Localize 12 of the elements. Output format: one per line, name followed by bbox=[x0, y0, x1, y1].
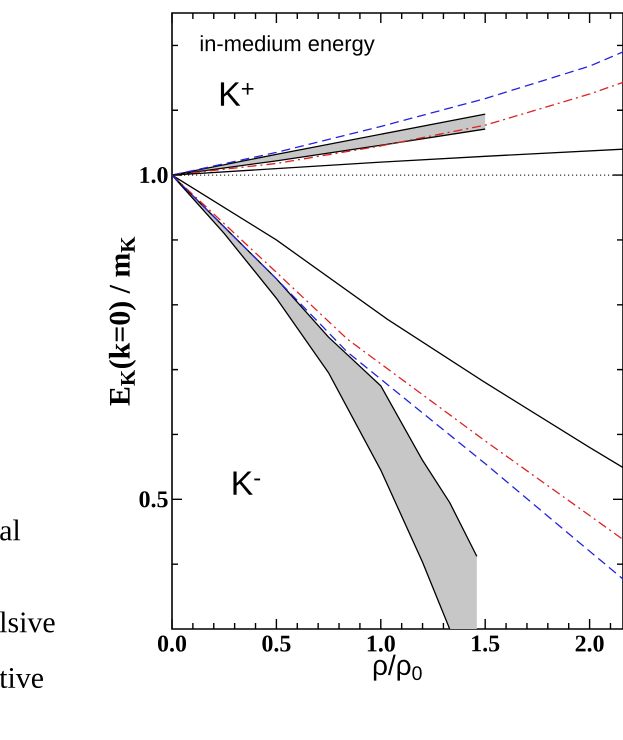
x-axis-title: ρ/ρ$_{0}$ bbox=[374, 654, 422, 681]
x-tick-label: 1.5 bbox=[472, 636, 500, 652]
x-tick-label: 0.0 bbox=[158, 636, 186, 652]
x-tick-label: 2.0 bbox=[576, 636, 604, 652]
annotation: K$^{+}$ bbox=[220, 82, 254, 106]
x-tick-label: 1.0 bbox=[368, 636, 395, 652]
text: al bbox=[0, 519, 20, 541]
x-tick-label: 0.5 bbox=[262, 636, 290, 652]
y-axis-title: E$_{K}$(k=0) / m$_{K}$ bbox=[108, 236, 136, 406]
annotation: in-medium energy bbox=[200, 35, 375, 56]
annotation: K$^{-}$ bbox=[233, 471, 260, 495]
text: lsive bbox=[0, 611, 55, 633]
